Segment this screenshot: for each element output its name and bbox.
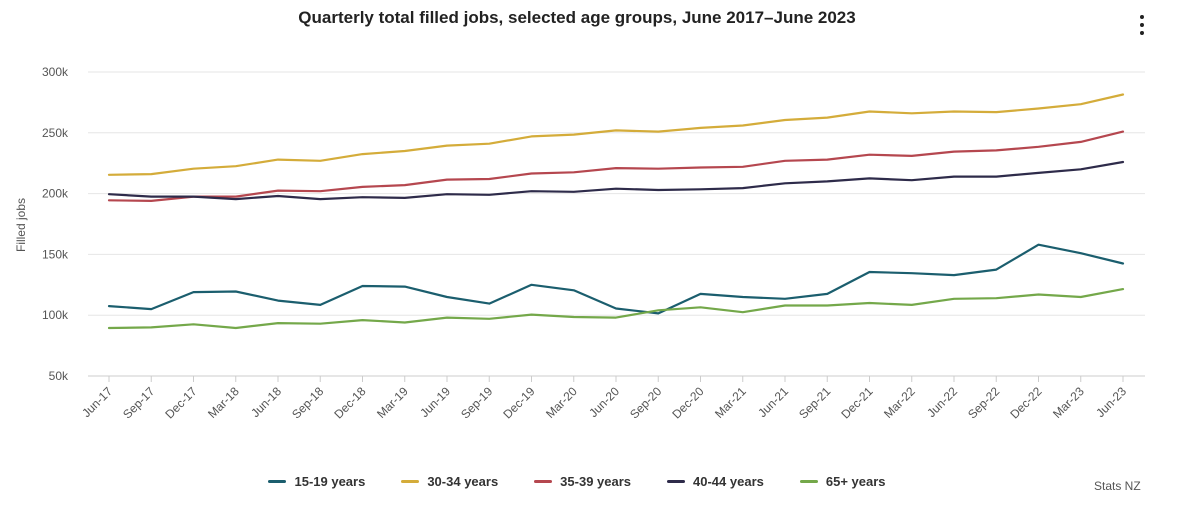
x-tick-label: Mar-18 [205, 384, 242, 421]
x-tick-label: Jun-19 [417, 384, 453, 420]
legend-label: 15-19 years [294, 474, 366, 489]
y-axis-label: Filled jobs [14, 198, 28, 252]
series-line-40-44-years[interactable] [107, 160, 1125, 201]
legend-swatch [799, 480, 818, 483]
y-tick-label: 100k [42, 308, 69, 322]
x-tick-label: Dec-17 [162, 384, 199, 421]
chart-title: Quarterly total filled jobs, selected ag… [298, 8, 856, 27]
legend-swatch [534, 480, 553, 483]
legend-item[interactable]: 35-39 years [534, 474, 631, 489]
legend-item[interactable]: 15-19 years [268, 474, 365, 489]
y-tick-label: 300k [42, 65, 69, 79]
x-tick-label: Dec-22 [1007, 384, 1044, 421]
legend-swatch [667, 480, 686, 483]
series-line-65-years[interactable] [107, 288, 1125, 330]
legend-item[interactable]: 65+ years [799, 474, 886, 489]
x-tick-label: Jun-17 [79, 384, 115, 420]
x-tick-label: Dec-20 [669, 384, 706, 421]
x-tick-label: Jun-22 [924, 384, 960, 420]
x-tick-label: Jun-21 [755, 384, 791, 420]
source-credit[interactable]: Stats NZ [1094, 479, 1141, 493]
y-tick-label: 200k [42, 187, 69, 201]
x-tick-label: Dec-18 [331, 384, 368, 421]
y-tick-label: 250k [42, 126, 69, 140]
x-tick-label: Sep-22 [965, 384, 1002, 421]
x-tick-label: Jun-18 [248, 384, 284, 420]
y-tick-label: 50k [49, 369, 69, 383]
x-tick-label: Mar-23 [1050, 384, 1087, 421]
x-tick-label: Sep-20 [627, 384, 664, 421]
legend-label: 30-34 years [427, 474, 499, 489]
y-tick-label: 150k [42, 247, 69, 261]
x-tick-label: Sep-17 [120, 384, 157, 421]
x-tick-label: Jun-20 [586, 384, 622, 420]
x-tick-label: Mar-21 [712, 384, 749, 421]
legend-label: 40-44 years [693, 474, 764, 489]
x-tick-label: Mar-20 [543, 384, 580, 421]
legend-label: 65+ years [825, 474, 886, 489]
menu-dot [1140, 31, 1144, 35]
x-tick-label: Jun-23 [1093, 384, 1129, 420]
x-tick-label: Sep-21 [796, 384, 833, 421]
menu-dot [1140, 15, 1144, 19]
x-tick-label: Dec-21 [838, 384, 875, 421]
legend-item[interactable]: 40-44 years [667, 474, 764, 489]
x-tick-label: Sep-19 [458, 384, 495, 421]
series-line-35-39-years[interactable] [107, 130, 1125, 202]
x-tick-label: Mar-19 [374, 384, 411, 421]
more-options-icon[interactable] [1134, 12, 1150, 38]
legend-item[interactable]: 30-34 years [401, 474, 498, 489]
legend-swatch [268, 480, 287, 483]
x-tick-label: Sep-18 [289, 384, 326, 421]
legend-swatch [401, 480, 420, 483]
legend: 15-19 years 30-34 years 35-39 years 40-44 y… [0, 474, 1154, 489]
menu-dot [1140, 23, 1144, 27]
series-line-15-19-years[interactable] [107, 243, 1125, 315]
x-tick-label: Dec-19 [500, 384, 537, 421]
legend-label: 35-39 years [560, 474, 632, 489]
x-tick-label: Mar-22 [881, 384, 918, 421]
series-line-30-34-years[interactable] [107, 93, 1125, 176]
